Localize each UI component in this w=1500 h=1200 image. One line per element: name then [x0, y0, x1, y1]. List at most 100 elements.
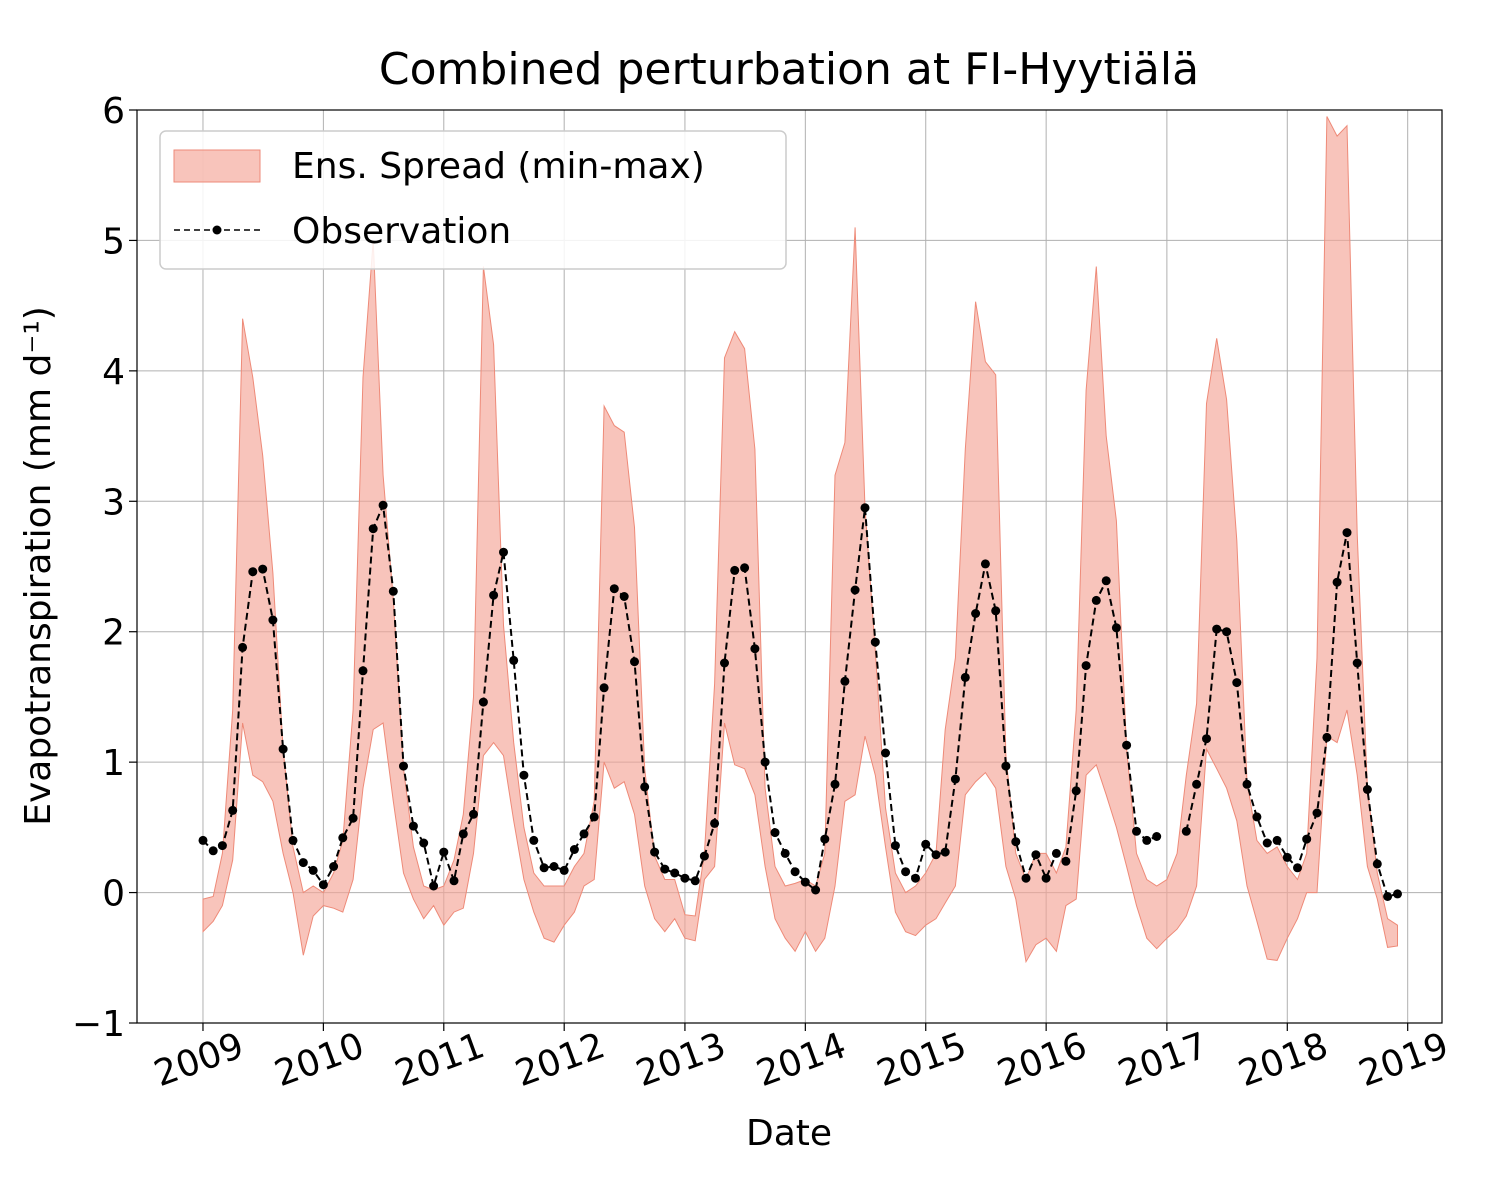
observation-point: [1101, 576, 1111, 586]
observation-point: [378, 500, 388, 510]
observation-point: [670, 868, 680, 878]
observation-point: [860, 503, 870, 513]
observation-point: [338, 833, 348, 843]
observation-point: [811, 885, 821, 895]
observation-point: [238, 642, 248, 652]
observation-point: [1302, 834, 1312, 844]
observation-point: [1152, 832, 1162, 841]
observation-point: [288, 835, 298, 845]
observation-point: [499, 547, 508, 557]
observation-point: [1001, 761, 1011, 771]
observation-point: [840, 676, 850, 686]
observation-point: [881, 748, 890, 758]
observation-point: [1252, 812, 1262, 822]
observation-point: [740, 563, 750, 573]
observation-point: [800, 877, 810, 887]
y-tick-label: 0: [102, 874, 125, 915]
observation-point: [820, 834, 830, 844]
observation-point: [1293, 863, 1302, 873]
observation-point: [1372, 859, 1382, 869]
spread-band: [202, 116, 1398, 964]
observation-point: [569, 845, 579, 854]
observation-point: [931, 850, 941, 860]
observation-line: [202, 501, 1398, 898]
observation-point: [1352, 658, 1362, 668]
observation-point: [308, 865, 318, 875]
observation-layer: [198, 500, 1402, 901]
observation-point: [509, 655, 519, 665]
observation-point: [1061, 856, 1071, 866]
observation-point: [699, 851, 709, 861]
observation-point: [1232, 678, 1242, 688]
observation-point: [559, 865, 569, 875]
y-tick-label: 6: [102, 91, 125, 132]
observation-point: [1192, 779, 1202, 789]
observation-point: [589, 812, 599, 822]
observation-point: [1021, 873, 1031, 883]
observation-point: [690, 876, 700, 886]
y-tick-label: −1: [72, 1004, 125, 1045]
observation-point: [1142, 835, 1152, 845]
observation-point: [911, 873, 920, 883]
observation-point: [1242, 779, 1252, 789]
observation-point: [1272, 835, 1282, 845]
legend: Ens. Spread (min-max) Observation: [159, 130, 787, 270]
observation-point: [640, 782, 650, 792]
observation-point: [399, 761, 408, 771]
observation-point: [1383, 892, 1393, 901]
observation-point: [449, 876, 459, 886]
y-tick-label: 4: [102, 352, 125, 393]
observation-point: [408, 821, 418, 831]
observation-point: [248, 567, 258, 577]
observation-point: [940, 847, 950, 857]
observation-point: [890, 841, 900, 851]
observation-point: [419, 838, 429, 848]
observation-point: [217, 841, 227, 851]
observation-point: [960, 672, 970, 682]
observation-point: [950, 774, 960, 784]
observation-point: [429, 881, 439, 891]
observation-point: [298, 858, 308, 868]
observation-point: [730, 565, 740, 575]
observation-point: [519, 770, 529, 780]
observation-point: [830, 779, 840, 789]
observation-point: [750, 644, 760, 654]
spread-band-layer: [202, 116, 1398, 964]
observation-point: [388, 586, 398, 596]
legend-observation-marker: [212, 225, 222, 235]
y-axis-title: Evapotranspiration (mm d⁻¹): [18, 306, 59, 826]
observation-point: [1262, 838, 1272, 848]
observation-point: [439, 847, 449, 857]
observation-point: [760, 757, 770, 767]
observation-point: [1312, 808, 1322, 818]
observation-point: [478, 697, 488, 707]
observation-point: [228, 805, 238, 815]
observation-point: [901, 867, 911, 877]
plot-frame: [136, 109, 1443, 1024]
observation-point: [539, 863, 549, 873]
observation-point: [529, 835, 539, 845]
observation-point: [489, 590, 499, 600]
legend-label-observation: Observation: [292, 211, 511, 252]
observation-point: [329, 862, 339, 871]
observation-point: [1212, 624, 1222, 634]
observation-point: [1122, 740, 1132, 750]
observation-point: [1332, 577, 1342, 587]
observation-point: [1051, 848, 1061, 858]
observation-point: [368, 524, 378, 534]
observation-point: [208, 846, 218, 856]
observation-point: [1222, 627, 1232, 637]
observation-point: [318, 880, 328, 890]
observation-point: [579, 829, 589, 839]
y-tick-label: 3: [102, 482, 125, 523]
y-tick-label: 1: [102, 743, 125, 784]
observation-point: [1322, 732, 1332, 742]
observation-point: [348, 813, 358, 823]
observation-point: [458, 829, 468, 839]
observation-point: [780, 848, 790, 858]
observation-point: [268, 615, 278, 625]
observation-point: [1393, 889, 1402, 899]
observation-point: [921, 839, 931, 849]
observation-point: [770, 828, 780, 838]
observation-point: [549, 862, 559, 871]
